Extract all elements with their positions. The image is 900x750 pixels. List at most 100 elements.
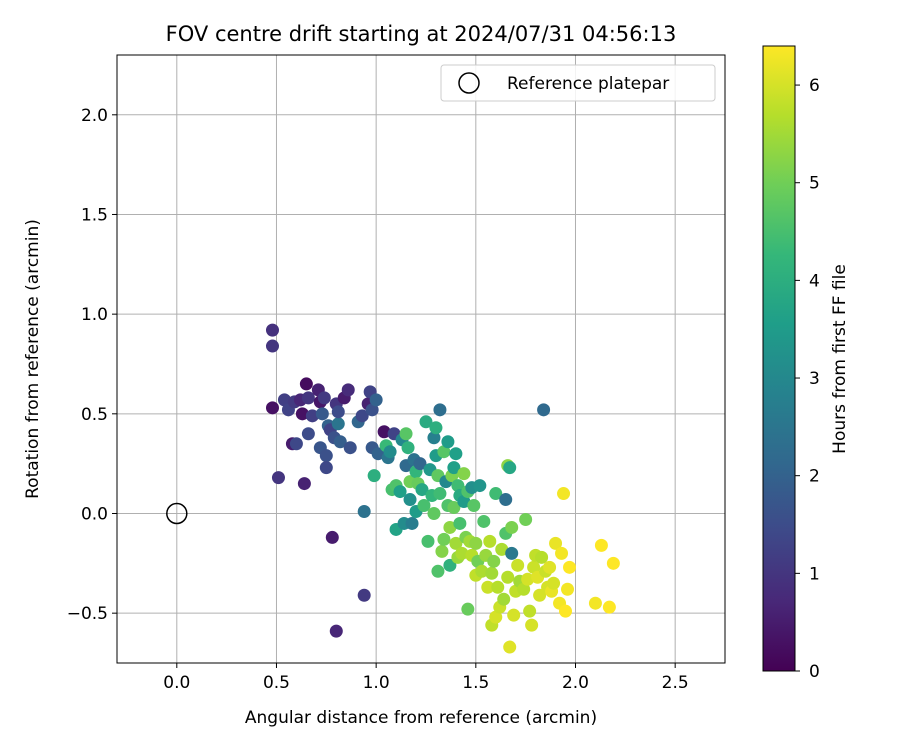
data-point: [537, 403, 551, 417]
data-point: [457, 495, 471, 509]
data-point: [417, 499, 431, 513]
data-point: [449, 536, 463, 550]
data-point: [517, 582, 531, 596]
data-point: [475, 564, 489, 578]
y-axis-label: Rotation from reference (arcmin): [23, 219, 43, 499]
colorbar-label: Hours from first FF file: [830, 264, 850, 454]
colorbar-tick-label: 6: [809, 76, 820, 96]
y-tick-label: 0.5: [81, 405, 108, 425]
data-point: [455, 546, 469, 560]
data-point: [277, 393, 291, 407]
data-point: [503, 640, 517, 654]
data-point: [543, 560, 557, 574]
chart-title: FOV centre drift starting at 2024/07/31 …: [166, 22, 677, 46]
data-point: [401, 441, 415, 455]
data-point: [449, 447, 463, 461]
colorbar-tick-label: 4: [809, 271, 820, 291]
data-point: [319, 461, 333, 475]
data-point: [441, 435, 455, 449]
data-point: [413, 457, 427, 471]
data-point: [393, 485, 407, 499]
data-point: [561, 582, 575, 596]
data-point: [525, 618, 539, 632]
data-point: [319, 449, 333, 463]
legend-label: Reference platepar: [507, 74, 669, 94]
y-tick-label: 0.0: [81, 504, 108, 524]
data-point: [485, 566, 499, 580]
data-point: [433, 487, 447, 501]
x-axis-label: Angular distance from reference (arcmin): [245, 708, 597, 728]
data-point: [343, 441, 357, 455]
data-point: [329, 624, 343, 638]
data-point: [325, 530, 339, 544]
data-point: [594, 538, 608, 552]
data-point: [377, 425, 391, 439]
data-point: [331, 417, 345, 431]
colorbar-tick-label: 2: [809, 467, 820, 487]
y-tick-label: 1.5: [81, 205, 108, 225]
reference-platepar-marker: [166, 502, 188, 525]
x-tick-label: 2.5: [662, 673, 689, 693]
data-point: [443, 520, 457, 534]
data-point: [499, 493, 513, 507]
data-point: [443, 558, 457, 572]
legend-box: [440, 64, 716, 102]
data-point: [369, 393, 383, 407]
data-point: [461, 602, 475, 616]
data-point: [453, 516, 467, 530]
data-point: [437, 445, 451, 459]
data-point: [429, 421, 443, 435]
data-point: [527, 560, 541, 574]
data-point: [367, 469, 381, 483]
colorbar-tick-label: 3: [809, 369, 820, 389]
data-point: [477, 514, 491, 528]
data-point: [447, 461, 461, 475]
data-point: [299, 377, 313, 391]
data-point: [602, 600, 616, 614]
data-point: [547, 576, 561, 590]
data-point: [265, 323, 279, 337]
data-point: [469, 536, 483, 550]
data-point: [433, 403, 447, 417]
data-point: [295, 407, 309, 421]
data-point: [271, 471, 285, 485]
data-point: [519, 512, 533, 526]
data-point: [521, 572, 535, 586]
data-point: [333, 435, 347, 449]
x-tick-label: 0.5: [263, 673, 290, 693]
data-point: [533, 588, 547, 602]
data-point: [549, 536, 563, 550]
data-point: [588, 596, 602, 610]
data-point: [427, 506, 441, 520]
scatter-points: [166, 323, 620, 654]
data-point: [497, 592, 511, 606]
data-point: [265, 339, 279, 353]
y-tick-label: 2.0: [81, 106, 108, 126]
colorbar-ticks: 0 1 2 3 4 5 6: [795, 76, 820, 682]
data-point: [399, 427, 413, 441]
data-point: [419, 415, 433, 429]
data-point: [563, 560, 577, 574]
data-point: [315, 407, 329, 421]
data-point: [357, 588, 371, 602]
data-point: [427, 431, 441, 445]
legend-marker-icon: [458, 72, 480, 94]
data-point: [555, 546, 569, 560]
data-point: [365, 403, 379, 417]
data-point: [491, 580, 505, 594]
data-point: [557, 487, 571, 501]
data-point: [415, 483, 429, 497]
data-point: [505, 520, 519, 534]
grid-lines: [117, 55, 725, 663]
data-point: [505, 546, 519, 560]
data-point: [481, 580, 495, 594]
data-point: [357, 504, 371, 518]
data-point: [487, 554, 501, 568]
data-point: [435, 544, 449, 558]
data-point: [457, 467, 471, 481]
colorbar-tick-label: 5: [809, 174, 820, 194]
data-point: [405, 516, 419, 530]
data-point: [437, 532, 451, 546]
